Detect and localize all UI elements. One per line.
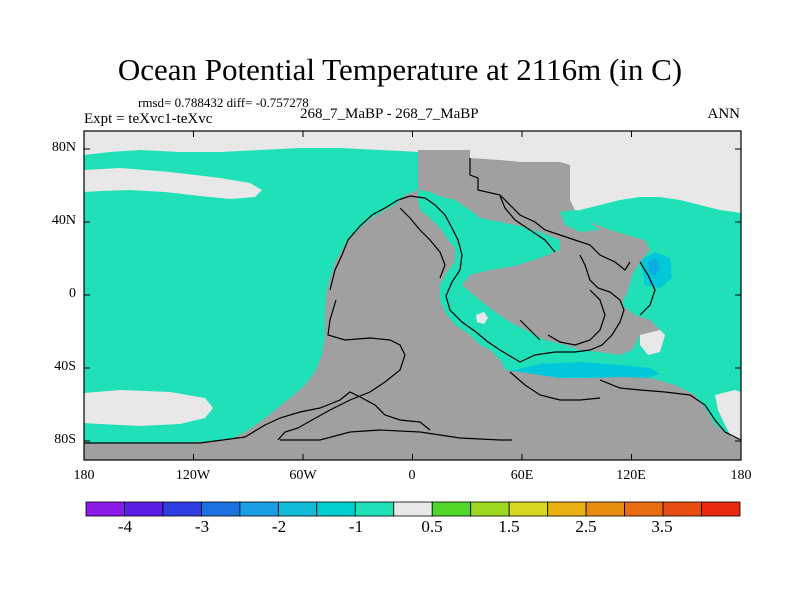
colorbar-label: -2 bbox=[271, 517, 287, 536]
colorbar-swatch bbox=[547, 501, 587, 517]
colorbar-label: 2.5 bbox=[575, 517, 597, 536]
x-tick-label: 180 bbox=[730, 468, 752, 483]
colorbar-label: -3 bbox=[194, 517, 210, 536]
x-tick-label: 120E bbox=[616, 468, 646, 483]
south-polar-outline bbox=[84, 391, 431, 444]
paleo-coastline bbox=[277, 158, 741, 441]
colorbar-swatch bbox=[201, 501, 241, 517]
south-east-white-blob bbox=[715, 390, 741, 440]
x-tick-label: 60E bbox=[510, 468, 534, 483]
y-tick-label: 40N bbox=[51, 213, 76, 228]
arctic-white-region bbox=[84, 131, 741, 213]
land-notch bbox=[560, 210, 600, 232]
experiment-label: Expt = teXvc1-teXvc bbox=[84, 111, 213, 127]
colorbar-swatch bbox=[354, 501, 395, 517]
colorbar-swatch bbox=[316, 501, 356, 517]
y-tick-label: 80N bbox=[51, 140, 76, 155]
colorbar-swatch bbox=[470, 501, 510, 517]
south-white-blob bbox=[84, 390, 213, 426]
colorbar-label: -1 bbox=[348, 517, 364, 536]
colorbar-swatch bbox=[585, 501, 625, 517]
x-tick-label: 180 bbox=[73, 468, 95, 483]
colorbar-swatch bbox=[239, 501, 279, 517]
colorbar-label: 3.5 bbox=[651, 517, 673, 536]
y-tick-label: 40S bbox=[54, 359, 76, 374]
y-tick-label: 0 bbox=[69, 286, 76, 301]
colorbar-swatch bbox=[431, 501, 472, 517]
colorbar-swatch bbox=[85, 501, 125, 517]
plot-title: Ocean Potential Temperature at 2116m (in… bbox=[117, 52, 683, 87]
colorbar-label: 0.5 bbox=[421, 517, 443, 536]
colorbar bbox=[85, 501, 741, 517]
x-tick-label: 120W bbox=[175, 468, 211, 483]
case-label: 268_7_MaBP - 268_7_MaBP bbox=[300, 106, 479, 122]
north-white-blob bbox=[84, 168, 262, 199]
stats-text: rmsd= 0.788432 diff= -0.757278 bbox=[138, 95, 309, 110]
x-tick-label: 0 bbox=[408, 468, 416, 483]
y-tick-label: 80S bbox=[54, 432, 76, 447]
x-tick-label: 60W bbox=[289, 468, 317, 483]
colorbar-swatch bbox=[701, 501, 741, 517]
colorbar-swatch bbox=[393, 501, 433, 517]
colorbar-swatch bbox=[508, 501, 549, 517]
map-field bbox=[84, 131, 741, 460]
colorbar-swatch bbox=[162, 501, 202, 517]
colorbar-label: 1.5 bbox=[498, 517, 520, 536]
axis-ticks bbox=[83, 131, 742, 460]
colorbar-swatch bbox=[277, 501, 318, 517]
small-white-dot bbox=[476, 312, 488, 324]
colorbar-swatch bbox=[124, 501, 164, 517]
colorbar-label: -4 bbox=[117, 517, 133, 536]
season-label: ANN bbox=[707, 106, 741, 122]
colorbar-swatch bbox=[662, 501, 702, 517]
colorbar-swatch bbox=[624, 501, 664, 517]
colder-anomaly-east bbox=[648, 258, 660, 276]
